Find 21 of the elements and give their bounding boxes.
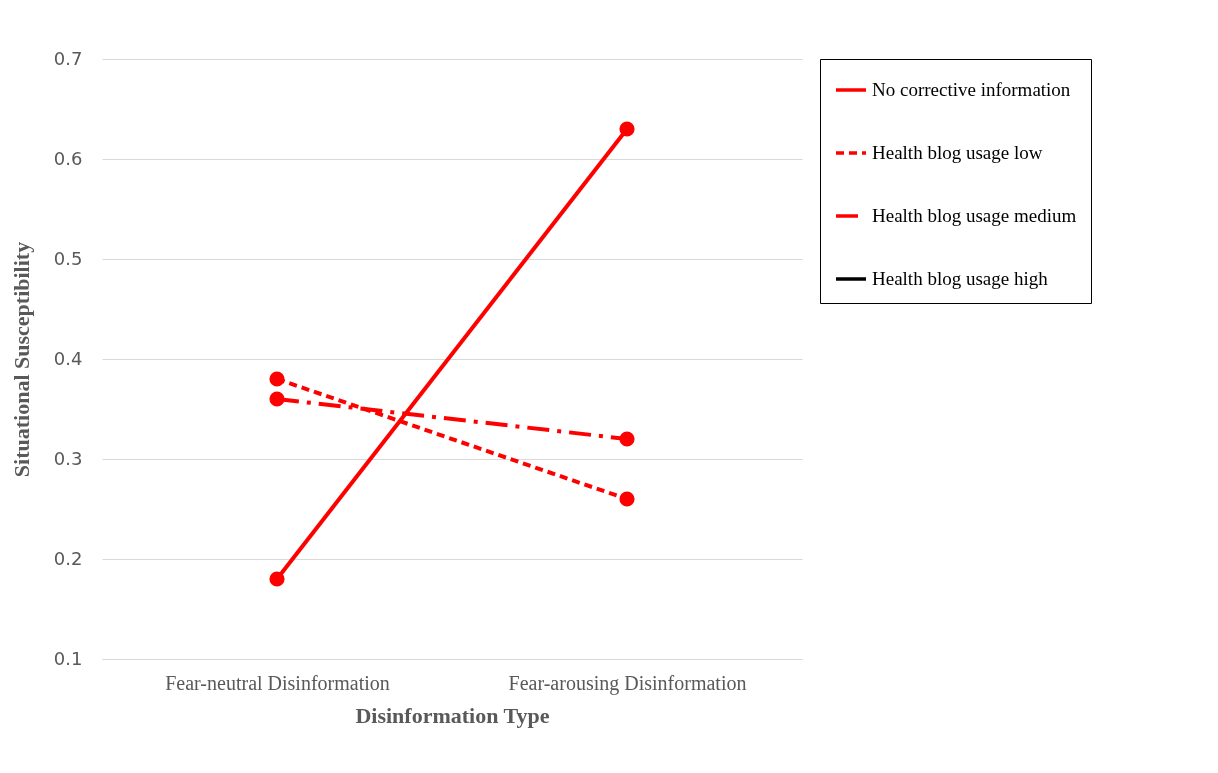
y-tick-label: 0.7 [53, 47, 83, 69]
point [619, 121, 635, 137]
point [619, 491, 635, 507]
point [269, 391, 285, 407]
point [619, 431, 635, 447]
point [269, 571, 285, 587]
legend-label: Health blog usage low [872, 142, 1043, 163]
legend-label: No corrective information [872, 79, 1071, 100]
y-tick-label: 0.5 [53, 247, 83, 269]
x-axis-title: Disinformation Type [355, 702, 550, 728]
y-tick-label: 0.2 [53, 547, 83, 569]
y-tick-label: 0.3 [53, 447, 83, 469]
y-axis-title: Situational Susceptibility [8, 241, 34, 478]
point [269, 371, 285, 387]
legend-label: Health blog usage medium [872, 205, 1077, 226]
x-tick-label: Fear-neutral Disinformation [165, 671, 390, 694]
legend-label: Health blog usage high [872, 268, 1049, 289]
y-tick-label: 0.6 [53, 147, 83, 169]
y-tick-label: 0.4 [53, 347, 83, 369]
y-tick-label: 0.1 [53, 647, 83, 669]
x-tick-label: Fear-arousing Disinformation [508, 671, 747, 695]
